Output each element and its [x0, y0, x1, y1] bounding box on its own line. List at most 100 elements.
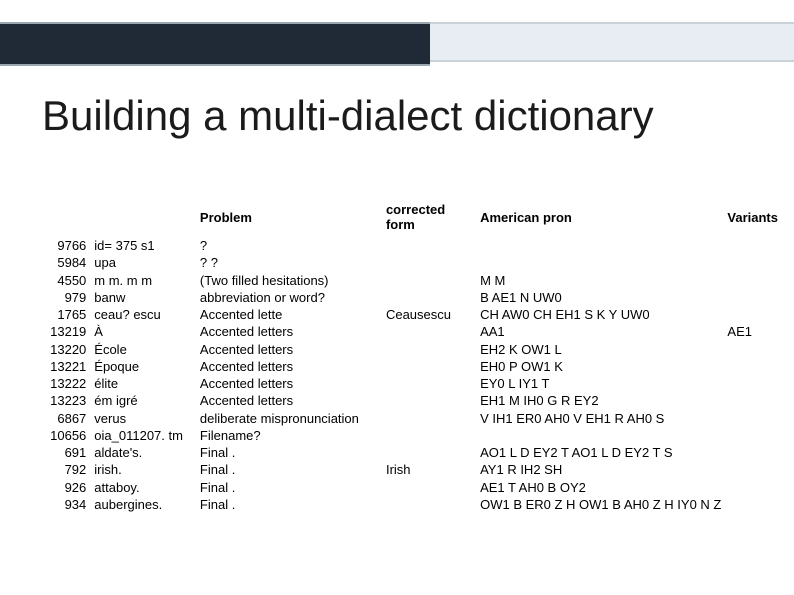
- cell-problem: Final .: [200, 445, 386, 462]
- cell-problem: Accented letters: [200, 393, 386, 410]
- cell-id: 691: [42, 445, 94, 462]
- cell-pron: EY0 L IY1 T: [480, 376, 727, 393]
- cell-problem: (Two filled hesitations): [200, 273, 386, 290]
- table-row: 10656oia_011207. tmFilename?: [42, 428, 784, 445]
- cell-id: 979: [42, 290, 94, 307]
- cell-problem: Accented letters: [200, 342, 386, 359]
- header-american: American pron: [480, 200, 727, 238]
- cell-pron: [480, 428, 727, 445]
- cell-problem: ? ?: [200, 255, 386, 272]
- table-row: 13219ÀAccented lettersAA1AE1: [42, 324, 784, 341]
- cell-corrected: Irish: [386, 462, 480, 479]
- cell-word: Époque: [94, 359, 200, 376]
- cell-pron: AE1 T AH0 B OY2: [480, 480, 727, 497]
- cell-word: m m. m m: [94, 273, 200, 290]
- table-row: 9766id= 375 s1?: [42, 238, 784, 255]
- cell-id: 6867: [42, 411, 94, 428]
- table-row: 13223ém igréAccented letters EH1 M IH0 G …: [42, 393, 784, 410]
- cell-pron: OW1 B ER0 Z H OW1 B AH0 Z H IY0 N Z: [480, 497, 727, 514]
- cell-variants: [727, 445, 784, 462]
- cell-variants: [727, 393, 784, 410]
- cell-corrected: [386, 342, 480, 359]
- table-row: 5984upa? ?: [42, 255, 784, 272]
- cell-variants: [727, 480, 784, 497]
- cell-pron: EH0 P OW1 K: [480, 359, 727, 376]
- header-problem: Problem: [200, 200, 386, 238]
- cell-id: 13222: [42, 376, 94, 393]
- cell-variants: [727, 462, 784, 479]
- cell-variants: [727, 428, 784, 445]
- header-variants: Variants: [727, 200, 784, 238]
- cell-id: 13219: [42, 324, 94, 341]
- cell-pron: [480, 255, 727, 272]
- cell-corrected: [386, 290, 480, 307]
- cell-word: attaboy.: [94, 480, 200, 497]
- cell-problem: Final .: [200, 462, 386, 479]
- cell-problem: Filename?: [200, 428, 386, 445]
- topbar-segment: [670, 22, 732, 62]
- cell-variants: [727, 255, 784, 272]
- cell-problem: Final .: [200, 480, 386, 497]
- table-row: 6867verusdeliberate mispronunciationV IH…: [42, 411, 784, 428]
- cell-problem: Accented letters: [200, 376, 386, 393]
- cell-corrected: [386, 273, 480, 290]
- cell-corrected: [386, 393, 480, 410]
- cell-word: verus: [94, 411, 200, 428]
- cell-word: À: [94, 324, 200, 341]
- table-row: 934aubergines.Final . OW1 B ER0 Z H OW1 B…: [42, 497, 784, 514]
- cell-word: ém igré: [94, 393, 200, 410]
- cell-id: 792: [42, 462, 94, 479]
- cell-corrected: [386, 497, 480, 514]
- cell-id: 10656: [42, 428, 94, 445]
- cell-id: 926: [42, 480, 94, 497]
- cell-word: aubergines.: [94, 497, 200, 514]
- cell-corrected: [386, 255, 480, 272]
- table-row: 691aldate's.Final . AO1 L D EY2 T AO1 L D…: [42, 445, 784, 462]
- cell-id: 13223: [42, 393, 94, 410]
- cell-problem: Accented letters: [200, 359, 386, 376]
- topbar-segment: [550, 22, 612, 62]
- table-row: 13222éliteAccented letters EY0 L IY1 T: [42, 376, 784, 393]
- cell-corrected: Ceausescu: [386, 307, 480, 324]
- cell-problem: Final .: [200, 497, 386, 514]
- cell-variants: [727, 376, 784, 393]
- cell-word: oia_011207. tm: [94, 428, 200, 445]
- cell-pron: AY1 R IH2 SH: [480, 462, 727, 479]
- cell-corrected: [386, 324, 480, 341]
- cell-variants: [727, 273, 784, 290]
- cell-variants: [727, 290, 784, 307]
- header-blank-id: [42, 200, 94, 238]
- cell-problem: Accented lette: [200, 307, 386, 324]
- topbar-segment: [490, 22, 552, 62]
- cell-variants: [727, 497, 784, 514]
- topbar-segment: [610, 22, 672, 62]
- topbar-segment: [430, 22, 492, 62]
- cell-id: 934: [42, 497, 94, 514]
- cell-corrected: [386, 359, 480, 376]
- page-title: Building a multi-dialect dictionary: [42, 92, 654, 140]
- cell-problem: abbreviation or word?: [200, 290, 386, 307]
- cell-variants: [727, 342, 784, 359]
- cell-pron: EH1 M IH0 G R EY2: [480, 393, 727, 410]
- cell-pron: CH AW0 CH EH1 S K Y UW0: [480, 307, 727, 324]
- cell-variants: [727, 411, 784, 428]
- cell-word: irish.: [94, 462, 200, 479]
- cell-variants: [727, 307, 784, 324]
- cell-pron: AO1 L D EY2 T AO1 L D EY2 T S: [480, 445, 727, 462]
- cell-problem: Accented letters: [200, 324, 386, 341]
- table-row: 926attaboy.Final . AE1 T AH0 B OY2: [42, 480, 784, 497]
- cell-corrected: [386, 445, 480, 462]
- table-body: 9766id= 375 s1?5984upa? ?4550m m. m m(Tw…: [42, 238, 784, 514]
- dictionary-table-wrap: Problem corrected form American pron Var…: [42, 200, 784, 514]
- table-row: 979banwabbreviation or word?B AE1 N UW0: [42, 290, 784, 307]
- cell-word: id= 375 s1: [94, 238, 200, 255]
- cell-word: upa: [94, 255, 200, 272]
- cell-problem: ?: [200, 238, 386, 255]
- cell-word: aldate's.: [94, 445, 200, 462]
- topbar-light-segments: [430, 22, 794, 62]
- cell-id: 5984: [42, 255, 94, 272]
- cell-problem: deliberate mispronunciation: [200, 411, 386, 428]
- topbar-dark-block: [0, 22, 430, 66]
- cell-id: 9766: [42, 238, 94, 255]
- cell-word: élite: [94, 376, 200, 393]
